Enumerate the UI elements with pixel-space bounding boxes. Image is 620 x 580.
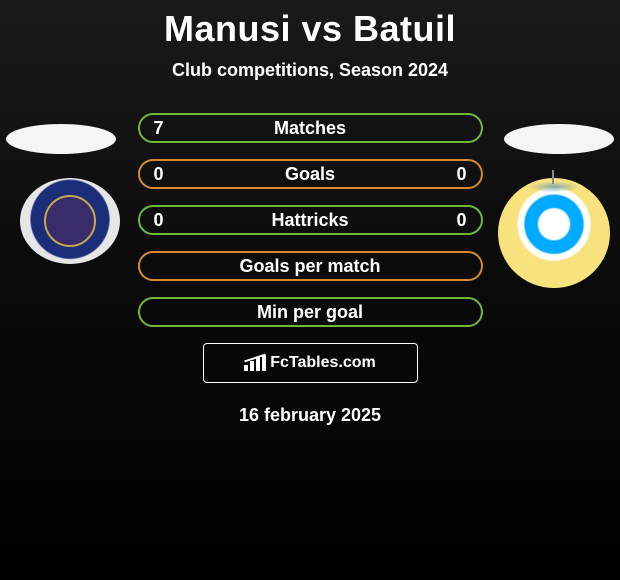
stat-row-matches: 7 Matches [138, 113, 483, 143]
stat-row-hattricks: 0 Hattricks 0 [138, 205, 483, 235]
chart-icon [244, 355, 266, 371]
stat-label: Min per goal [257, 302, 363, 323]
brand-logo-box: FcTables.com [203, 343, 418, 383]
page-title: Manusi vs Batuil [164, 8, 456, 50]
stat-row-min-per-goal: Min per goal [138, 297, 483, 327]
stat-left-value: 7 [154, 118, 164, 139]
stat-right-value: 0 [456, 210, 466, 231]
card-content: Manusi vs Batuil Club competitions, Seas… [0, 0, 620, 580]
footer-date: 16 february 2025 [239, 405, 381, 426]
page-subtitle: Club competitions, Season 2024 [172, 60, 448, 81]
stat-left-value: 0 [154, 164, 164, 185]
stat-right-value: 0 [456, 164, 466, 185]
brand-fc: Fc [270, 354, 289, 371]
stats-container: 7 Matches 0 Goals 0 0 Hattricks 0 Goals … [0, 113, 620, 327]
stat-label: Hattricks [271, 210, 348, 231]
brand-text: FcTables.com [270, 354, 376, 372]
stat-row-goals: 0 Goals 0 [138, 159, 483, 189]
stat-left-value: 0 [154, 210, 164, 231]
stat-label: Goals per match [239, 256, 380, 277]
stat-label: Matches [274, 118, 346, 139]
brand-rest: Tables.com [289, 354, 376, 371]
stat-label: Goals [285, 164, 335, 185]
stat-row-goals-per-match: Goals per match [138, 251, 483, 281]
